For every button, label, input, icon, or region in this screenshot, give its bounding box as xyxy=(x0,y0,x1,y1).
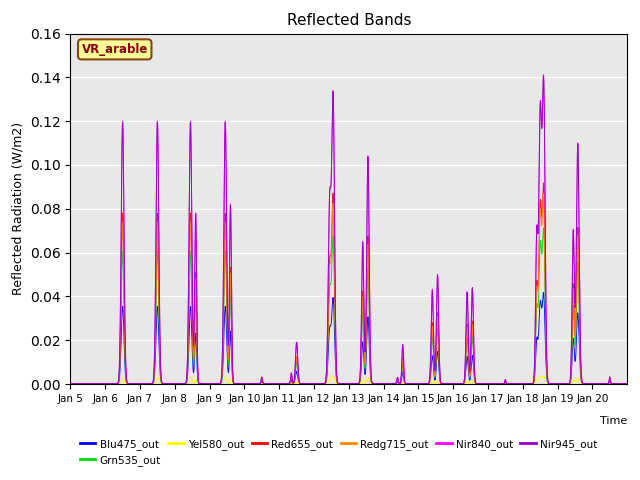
Y-axis label: Reflected Radiation (W/m2): Reflected Radiation (W/m2) xyxy=(12,122,24,295)
Text: VR_arable: VR_arable xyxy=(81,43,148,56)
Text: Time: Time xyxy=(600,416,627,426)
Title: Reflected Bands: Reflected Bands xyxy=(287,13,411,28)
Legend: Blu475_out, Grn535_out, Yel580_out, Red655_out, Redg715_out, Nir840_out, Nir945_: Blu475_out, Grn535_out, Yel580_out, Red6… xyxy=(76,435,602,470)
